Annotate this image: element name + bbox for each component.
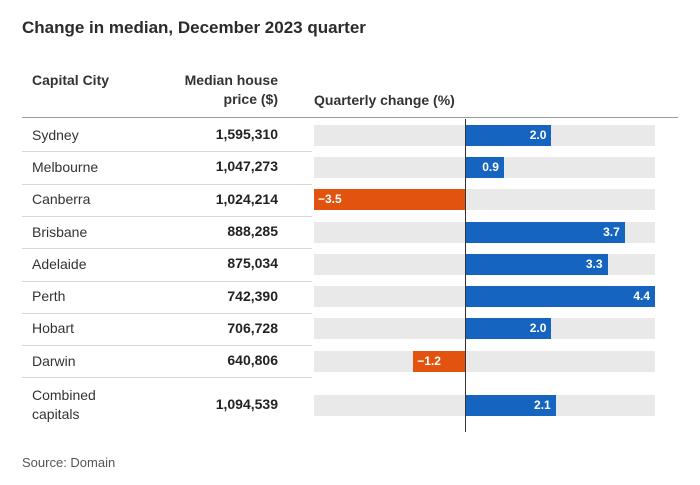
- bar-value-label: 2.1: [534, 398, 551, 412]
- city-name: Melbourne: [32, 159, 99, 175]
- median-price: 875,034: [227, 255, 278, 271]
- median-price: 742,390: [227, 288, 278, 304]
- row-divider: [22, 248, 312, 249]
- median-price: 1,094,539: [215, 396, 278, 412]
- change-bar: [314, 189, 466, 210]
- city-name: Hobart: [32, 320, 75, 336]
- row-divider: [22, 281, 312, 282]
- change-bar: [465, 222, 625, 243]
- change-bar: [413, 351, 466, 372]
- city-name: Adelaide: [32, 256, 87, 272]
- median-price: 1,047,273: [215, 158, 278, 174]
- median-price: 706,728: [227, 320, 278, 336]
- bar-value-label: 2.0: [529, 128, 547, 142]
- city-name: Canberra: [32, 191, 91, 207]
- row-divider: [22, 313, 312, 314]
- change-bar: [465, 125, 552, 146]
- city-name: Combined capitals: [32, 387, 96, 422]
- median-price: 888,285: [227, 223, 278, 239]
- change-bar: [465, 157, 504, 178]
- city-name: Perth: [32, 288, 66, 304]
- median-price: 1,024,214: [215, 191, 278, 207]
- city-name: Darwin: [32, 353, 76, 369]
- city-name: Brisbane: [32, 224, 88, 240]
- zero-axis-line: [465, 119, 466, 432]
- change-bar: [465, 286, 655, 307]
- row-divider: [22, 216, 312, 217]
- chart-title: Change in median, December 2023 quarter: [22, 18, 366, 37]
- bar-value-label: 0.9: [482, 160, 499, 174]
- bar-value-label: 2.0: [529, 321, 547, 335]
- bar-value-label: −1.2: [417, 354, 441, 368]
- column-header-price: Median house price ($): [184, 72, 278, 107]
- column-header-city: Capital City: [32, 72, 110, 88]
- bar-value-label: 3.3: [585, 257, 603, 271]
- row-divider: [22, 345, 312, 346]
- row-divider: [22, 377, 312, 378]
- bar-value-label: 3.7: [603, 225, 620, 239]
- change-bar: [465, 254, 608, 275]
- change-bar: [465, 395, 556, 416]
- bar-track: [314, 351, 655, 372]
- bar-value-label: −3.5: [318, 192, 342, 206]
- change-bar: [465, 318, 552, 339]
- column-header-change: Quarterly change (%): [314, 92, 455, 108]
- median-price: 1,595,310: [215, 126, 278, 142]
- row-divider: [22, 184, 312, 185]
- row-divider: [22, 151, 312, 152]
- header-divider: [22, 117, 678, 118]
- city-name: Sydney: [32, 127, 79, 143]
- bar-value-label: 4.4: [633, 289, 650, 303]
- source-note: Source: Domain: [22, 455, 116, 470]
- median-price: 640,806: [227, 352, 278, 368]
